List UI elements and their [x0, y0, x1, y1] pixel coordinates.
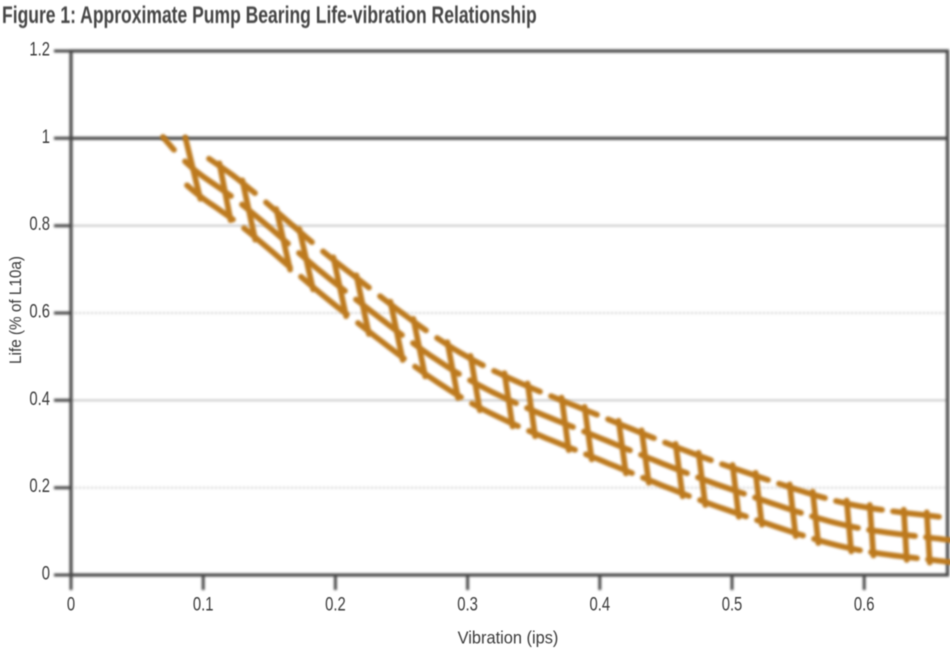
svg-text:0.1: 0.1: [193, 594, 214, 615]
svg-text:0.6: 0.6: [854, 594, 875, 615]
svg-text:0.6: 0.6: [29, 301, 50, 322]
svg-text:0: 0: [67, 594, 75, 615]
svg-text:0.8: 0.8: [29, 213, 50, 234]
svg-text:0.4: 0.4: [590, 594, 611, 615]
svg-text:0.2: 0.2: [29, 475, 50, 496]
svg-text:0.2: 0.2: [325, 594, 346, 615]
svg-text:Vibration (ips): Vibration (ips): [458, 628, 559, 648]
svg-text:1: 1: [42, 126, 50, 147]
svg-text:1.2: 1.2: [29, 39, 50, 60]
svg-text:0.4: 0.4: [29, 388, 50, 409]
svg-text:0: 0: [42, 563, 50, 584]
svg-text:0.5: 0.5: [722, 594, 743, 615]
svg-text:0.3: 0.3: [457, 594, 478, 615]
svg-text:Life (% of L10a): Life (% of L10a): [6, 256, 25, 364]
